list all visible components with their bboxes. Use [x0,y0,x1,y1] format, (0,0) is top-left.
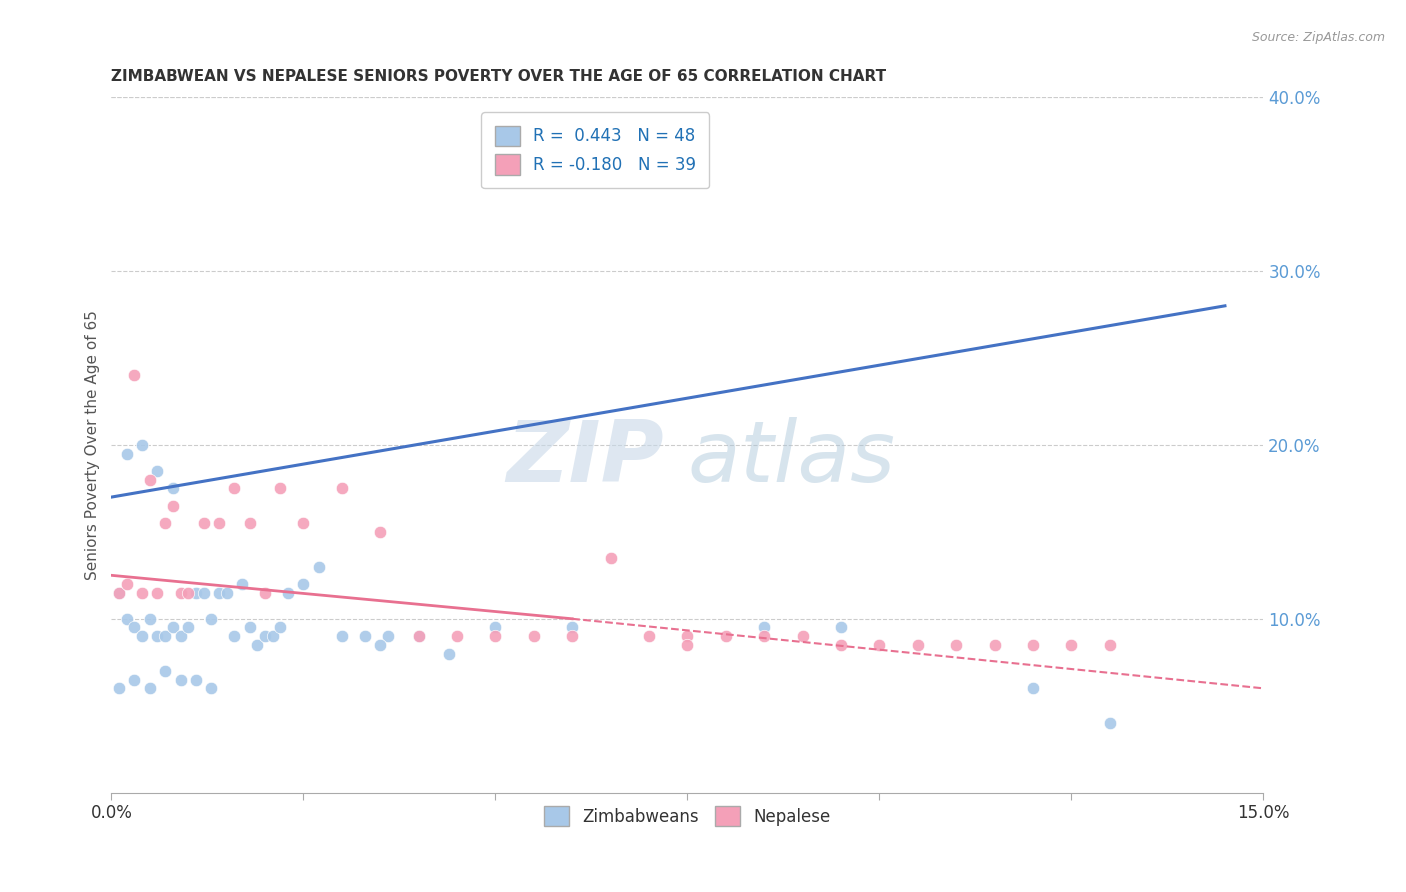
Point [754,629,776,643]
Point [146,585,169,599]
Point [224,629,246,643]
Point [200,612,222,626]
Point [945,638,967,652]
Point [184,673,207,687]
Point [1098,716,1121,731]
Point [208,585,231,599]
Point [561,629,583,643]
Point [162,620,184,634]
Point [1098,638,1121,652]
Point [115,577,138,591]
Point [231,577,253,591]
Point [868,638,890,652]
Point [907,638,929,652]
Point [239,620,262,634]
Point [208,516,231,531]
Point [177,620,200,634]
Point [269,620,291,634]
Point [983,638,1005,652]
Point [1060,638,1083,652]
Point [162,482,184,496]
Point [754,620,776,634]
Point [368,638,391,652]
Point [184,585,207,599]
Point [177,585,200,599]
Point [1022,681,1045,696]
Point [599,550,621,565]
Point [139,681,162,696]
Point [676,629,699,643]
Point [446,629,468,643]
Point [292,516,315,531]
Point [224,482,246,496]
Point [269,482,291,496]
Text: atlas: atlas [688,417,896,500]
Point [124,673,146,687]
Text: ZIP: ZIP [506,417,665,500]
Point [792,629,814,643]
Point [292,577,315,591]
Point [239,516,262,531]
Point [561,620,583,634]
Point [523,629,546,643]
Point [169,629,191,643]
Point [1022,638,1045,652]
Point [246,638,269,652]
Legend: Zimbabweans, Nepalese: Zimbabweans, Nepalese [537,799,838,833]
Point [330,629,353,643]
Point [131,438,153,452]
Point [131,585,153,599]
Point [277,585,299,599]
Point [153,629,176,643]
Point [408,629,430,643]
Point [484,629,506,643]
Point [108,681,131,696]
Point [638,629,661,643]
Point [253,585,276,599]
Point [714,629,737,643]
Point [308,559,330,574]
Point [139,612,162,626]
Point [169,673,191,687]
Point [146,629,169,643]
Point [830,620,852,634]
Point [146,464,169,478]
Point [124,620,146,634]
Point [193,585,215,599]
Point [330,482,353,496]
Point [139,473,162,487]
Point [215,585,238,599]
Point [115,612,138,626]
Point [124,368,146,383]
Point [115,447,138,461]
Point [439,647,461,661]
Point [408,629,430,643]
Text: Source: ZipAtlas.com: Source: ZipAtlas.com [1251,31,1385,45]
Point [676,638,699,652]
Point [200,681,222,696]
Point [169,585,191,599]
Point [153,664,176,678]
Point [262,629,284,643]
Y-axis label: Seniors Poverty Over the Age of 65: Seniors Poverty Over the Age of 65 [86,310,100,580]
Point [253,629,276,643]
Point [162,499,184,513]
Point [830,638,852,652]
Point [108,585,131,599]
Point [153,516,176,531]
Point [353,629,375,643]
Text: ZIMBABWEAN VS NEPALESE SENIORS POVERTY OVER THE AGE OF 65 CORRELATION CHART: ZIMBABWEAN VS NEPALESE SENIORS POVERTY O… [111,69,887,84]
Point [368,524,391,539]
Point [377,629,399,643]
Point [193,516,215,531]
Point [484,620,506,634]
Point [108,585,131,599]
Point [131,629,153,643]
